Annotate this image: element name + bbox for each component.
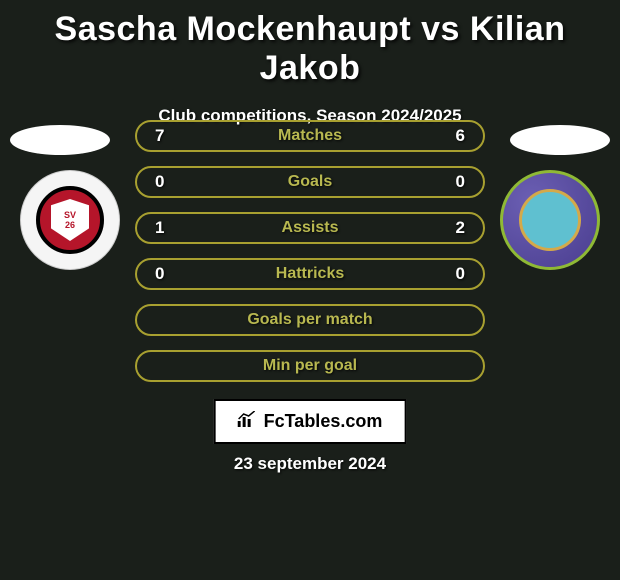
stat-label: Assists [282, 219, 339, 237]
chart-icon [238, 411, 258, 432]
stat-right-value: 0 [456, 172, 465, 192]
stat-right-value: 0 [456, 264, 465, 284]
stat-row-min-per-goal: Min per goal [135, 350, 485, 382]
stat-row-goals: 0 Goals 0 [135, 166, 485, 198]
left-logo-inner: SV 26 [36, 186, 104, 254]
stat-label: Min per goal [263, 357, 357, 375]
right-logo-inner [519, 189, 581, 251]
stat-label: Matches [278, 127, 342, 145]
left-team-logo: SV 26 [20, 170, 120, 270]
stat-left-value: 0 [155, 264, 164, 284]
stats-container: 7 Matches 6 0 Goals 0 1 Assists 2 0 Hatt… [135, 120, 485, 396]
stat-label: Goals per match [247, 311, 372, 329]
left-shield-top: SV [64, 210, 76, 220]
stat-left-value: 1 [155, 218, 164, 238]
brand-text: FcTables.com [264, 411, 383, 432]
footer-date: 23 september 2024 [0, 454, 620, 474]
stat-right-value: 6 [456, 126, 465, 146]
stat-row-hattricks: 0 Hattricks 0 [135, 258, 485, 290]
right-team-logo [500, 170, 600, 270]
brand-badge: FcTables.com [214, 399, 407, 444]
stat-right-value: 2 [456, 218, 465, 238]
stat-row-assists: 1 Assists 2 [135, 212, 485, 244]
stat-left-value: 7 [155, 126, 164, 146]
left-shield-bottom: 26 [65, 220, 75, 230]
stat-row-goals-per-match: Goals per match [135, 304, 485, 336]
right-flag-placeholder [510, 125, 610, 155]
left-logo-shield: SV 26 [51, 199, 89, 241]
stat-label: Hattricks [276, 265, 344, 283]
comparison-title: Sascha Mockenhaupt vs Kilian Jakob [0, 0, 620, 88]
stat-row-matches: 7 Matches 6 [135, 120, 485, 152]
stat-left-value: 0 [155, 172, 164, 192]
left-flag-placeholder [10, 125, 110, 155]
stat-label: Goals [288, 173, 332, 191]
